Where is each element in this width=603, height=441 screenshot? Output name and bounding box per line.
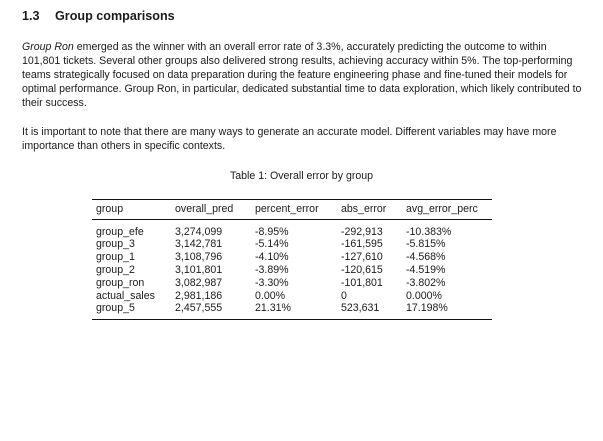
cell-avg-error-perc: -3.802% xyxy=(406,276,446,289)
cell-percent-error: 21.31% xyxy=(251,302,337,321)
cell-percent-error: 0.00% xyxy=(255,289,286,302)
table-row: group_3 3,142,781 -5.14% -161,595 -5.815… xyxy=(92,238,492,251)
cell-abs-error: -101,801 xyxy=(341,276,383,289)
cell-overall-pred: 2,981,186 xyxy=(175,289,223,302)
cell-avg-error-perc: -5.815% xyxy=(406,238,446,251)
cell-abs-error: -161,595 xyxy=(341,238,383,251)
error-table: group overall_pred percent_error abs_err… xyxy=(92,199,492,321)
cell-avg-error-perc: -4.519% xyxy=(406,264,446,277)
table-row: group_1 3,108,796 -4.10% -127,610 -4.568… xyxy=(92,251,492,264)
cell-percent-error: -4.10% xyxy=(255,251,289,264)
section-heading: 1.3 Group comparisons xyxy=(22,9,175,23)
cell-percent-error: -3.89% xyxy=(255,264,289,277)
cell-avg-error-perc: 0.000% xyxy=(406,289,442,302)
cell-group: actual_sales xyxy=(96,289,155,302)
cell-abs-error: 0 xyxy=(341,289,347,302)
cell-percent-error: -8.95% xyxy=(255,225,289,238)
cell-group: group_2 xyxy=(96,264,135,277)
cell-abs-error: -127,610 xyxy=(341,251,383,264)
paragraph-winner-summary: Group Ron emerged as the winner with an … xyxy=(22,40,582,110)
column-header-abs-error: abs_error xyxy=(337,199,402,220)
column-header-avg-error-perc: avg_error_perc xyxy=(402,199,492,220)
cell-group: group_efe xyxy=(96,225,144,238)
cell-percent-error: -5.14% xyxy=(255,238,289,251)
cell-avg-error-perc: -4.568% xyxy=(406,251,446,264)
table-row: group_ron 3,082,987 -3.30% -101,801 -3.8… xyxy=(92,277,492,290)
cell-avg-error-perc: -10.383% xyxy=(406,225,452,238)
cell-abs-error: -292,913 xyxy=(341,225,383,238)
cell-avg-error-perc: 17.198% xyxy=(402,302,492,321)
cell-overall-pred: 3,101,801 xyxy=(175,264,223,277)
cell-abs-error: 523,631 xyxy=(337,302,402,321)
cell-group: group_3 xyxy=(96,238,135,251)
cell-overall-pred: 3,274,099 xyxy=(175,225,223,238)
table-row: group_5 2,457,555 21.31% 523,631 17.198% xyxy=(92,302,492,321)
paragraph-lead-italic: Group Ron xyxy=(22,41,74,53)
cell-overall-pred: 3,082,987 xyxy=(175,276,223,289)
cell-overall-pred: 3,108,796 xyxy=(175,251,223,264)
cell-overall-pred: 2,457,555 xyxy=(171,302,251,321)
section-number: 1.3 xyxy=(22,9,40,23)
table-row: actual_sales 2,981,186 0.00% 0 0.000% xyxy=(92,290,492,303)
paragraph-body: emerged as the winner with an overall er… xyxy=(22,41,582,110)
table-caption: Table 1: Overall error by group xyxy=(229,170,374,182)
table-header-row: group overall_pred percent_error abs_err… xyxy=(92,199,492,220)
cell-group: group_ron xyxy=(96,276,145,289)
section-title: Group comparisons xyxy=(55,9,175,23)
table-row: group_2 3,101,801 -3.89% -120,615 -4.519… xyxy=(92,264,492,277)
cell-abs-error: -120,615 xyxy=(341,264,383,277)
paragraph-note: It is important to note that there are m… xyxy=(22,126,557,153)
cell-overall-pred: 3,142,781 xyxy=(175,238,223,251)
table-row: group_efe 3,274,099 -8.95% -292,913 -10.… xyxy=(92,219,492,238)
column-header-overall-pred: overall_pred xyxy=(171,199,251,220)
column-header-group: group xyxy=(92,199,171,220)
cell-group: group_1 xyxy=(96,251,135,264)
cell-percent-error: -3.30% xyxy=(255,276,289,289)
column-header-percent-error: percent_error xyxy=(251,199,337,220)
cell-group: group_5 xyxy=(92,302,171,321)
